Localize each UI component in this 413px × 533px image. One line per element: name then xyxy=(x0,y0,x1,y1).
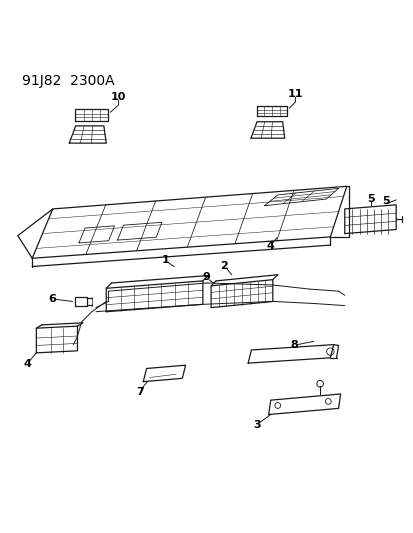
Text: 5: 5 xyxy=(367,193,375,204)
Text: 4: 4 xyxy=(266,240,274,251)
Text: 11: 11 xyxy=(287,89,302,99)
Text: 2: 2 xyxy=(220,261,228,271)
Text: 10: 10 xyxy=(111,92,126,102)
Text: 7: 7 xyxy=(136,387,143,397)
Text: 9: 9 xyxy=(202,272,210,282)
Text: 5: 5 xyxy=(381,196,389,206)
Text: 4: 4 xyxy=(23,359,31,368)
Text: 1: 1 xyxy=(161,255,169,265)
Text: 8: 8 xyxy=(290,340,297,350)
Text: 6: 6 xyxy=(48,294,56,304)
Text: 3: 3 xyxy=(253,420,260,430)
Text: 91J82  2300A: 91J82 2300A xyxy=(22,74,114,88)
